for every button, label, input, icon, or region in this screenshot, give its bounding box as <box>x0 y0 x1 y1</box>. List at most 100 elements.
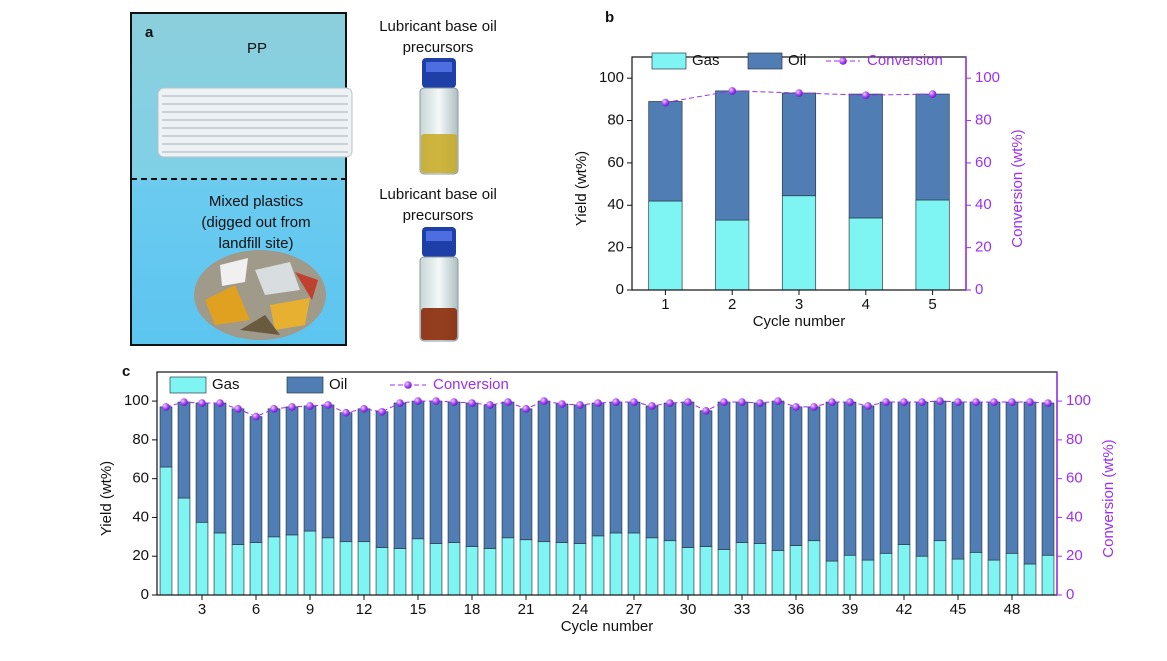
legend-marker <box>839 57 847 65</box>
bar-segment <box>897 544 911 596</box>
bar-segment <box>1023 401 1037 565</box>
conversion-marker <box>864 402 872 410</box>
legend-label: Conversion <box>433 376 509 393</box>
bar-segment <box>781 195 817 291</box>
bar-segment <box>843 401 857 556</box>
x-tick-label: 21 <box>518 601 535 618</box>
plastic-piece <box>255 262 300 295</box>
bar-segment <box>861 405 875 561</box>
bar-segment <box>231 408 245 545</box>
conversion-marker <box>576 401 584 409</box>
bar-segment <box>537 541 551 596</box>
conversion-marker <box>396 399 404 407</box>
y2-tick-label: 0 <box>975 281 983 298</box>
conversion-marker <box>936 397 944 405</box>
bar-segment <box>519 539 533 596</box>
bar-segment <box>987 559 1001 596</box>
x-tick-label: 42 <box>896 601 913 618</box>
conversion-marker <box>990 398 998 406</box>
bar-segment <box>285 534 299 596</box>
bar-segment <box>501 401 515 539</box>
y2-axis-title: Conversion (wt%) <box>1100 439 1117 557</box>
bar-segment <box>249 416 263 543</box>
bar-segment <box>879 552 893 596</box>
bar-segment <box>591 402 605 537</box>
conversion-line <box>165 400 1049 418</box>
bar-segment <box>555 403 569 543</box>
bar-segment <box>537 400 551 543</box>
x-axis-title: Cycle number <box>561 618 654 635</box>
bar-segment <box>717 401 731 550</box>
conversion-marker <box>720 398 728 406</box>
x-tick-label: 15 <box>410 601 427 618</box>
vial-cap-highlight <box>426 62 452 72</box>
conversion-marker <box>594 399 602 407</box>
vial-top <box>419 58 459 175</box>
bar-segment <box>393 548 407 596</box>
conversion-marker <box>972 398 980 406</box>
conversion-marker <box>1026 398 1034 406</box>
bar-segment <box>825 401 839 562</box>
bar-segment <box>177 497 191 596</box>
bar-segment <box>897 401 911 545</box>
y2-axis-title: Conversion (wt%) <box>1009 129 1026 247</box>
conversion-marker <box>795 89 803 97</box>
tray <box>157 87 353 158</box>
plastic-piece <box>240 315 280 335</box>
y-tick-label: 40 <box>132 508 149 525</box>
bar-segment <box>303 405 317 532</box>
bar-segment <box>213 402 227 534</box>
conversion-marker <box>738 398 746 406</box>
conversion-marker <box>378 407 386 416</box>
y2-tick-label: 20 <box>975 239 992 256</box>
panel-a-text: landfill site) <box>218 235 293 252</box>
x-tick-label: 18 <box>464 601 481 618</box>
conversion-marker <box>432 397 440 405</box>
y2-tick-label: 100 <box>1066 392 1091 409</box>
legend-label: Conversion <box>867 52 943 69</box>
y2-tick-label: 80 <box>975 112 992 129</box>
x-tick-label: 4 <box>862 296 870 313</box>
bar-segment <box>771 550 785 596</box>
bar-segment <box>267 536 281 596</box>
bar-segment <box>648 101 683 202</box>
bar-segment <box>1005 401 1019 554</box>
vial-liquid <box>421 134 457 173</box>
panel-label: c <box>122 363 130 380</box>
conversion-marker <box>882 398 890 406</box>
x-tick-label: 27 <box>626 601 643 618</box>
y-axis-title: Yield (wt%) <box>573 151 590 226</box>
x-tick-label: 33 <box>734 601 751 618</box>
conversion-marker <box>774 397 782 405</box>
bar-segment <box>933 400 947 542</box>
bar-segment <box>609 532 623 596</box>
conversion-marker <box>928 90 937 98</box>
bar-segment <box>645 537 659 596</box>
conversion-marker <box>828 398 836 406</box>
bar-segment <box>393 402 407 549</box>
y-tick-label: 20 <box>607 239 624 256</box>
bar-segment <box>303 530 317 596</box>
panel-a-text: Lubricant base oil <box>379 186 497 203</box>
tray-ridges <box>162 95 348 153</box>
x-axis-title: Cycle number <box>753 313 846 330</box>
y-tick-label: 80 <box>132 431 149 448</box>
bar-segment <box>285 406 299 536</box>
bar-segment <box>915 199 950 291</box>
conversion-marker <box>846 398 854 406</box>
conversion-marker <box>666 399 674 407</box>
conversion-marker <box>900 398 908 406</box>
y2-tick-label: 80 <box>1066 431 1083 448</box>
bar-segment <box>375 411 389 548</box>
conversion-marker <box>756 399 764 407</box>
bar-segment <box>231 544 245 596</box>
bar-segment <box>969 401 983 553</box>
bar-segment <box>699 410 713 547</box>
panel-label: a <box>145 24 154 41</box>
bar-segment <box>195 521 209 596</box>
x-tick-label: 48 <box>1004 601 1021 618</box>
x-tick-label: 1 <box>661 296 669 313</box>
y-tick-label: 60 <box>607 154 624 171</box>
legend-marker <box>404 381 412 389</box>
vial-bottom <box>419 227 459 342</box>
